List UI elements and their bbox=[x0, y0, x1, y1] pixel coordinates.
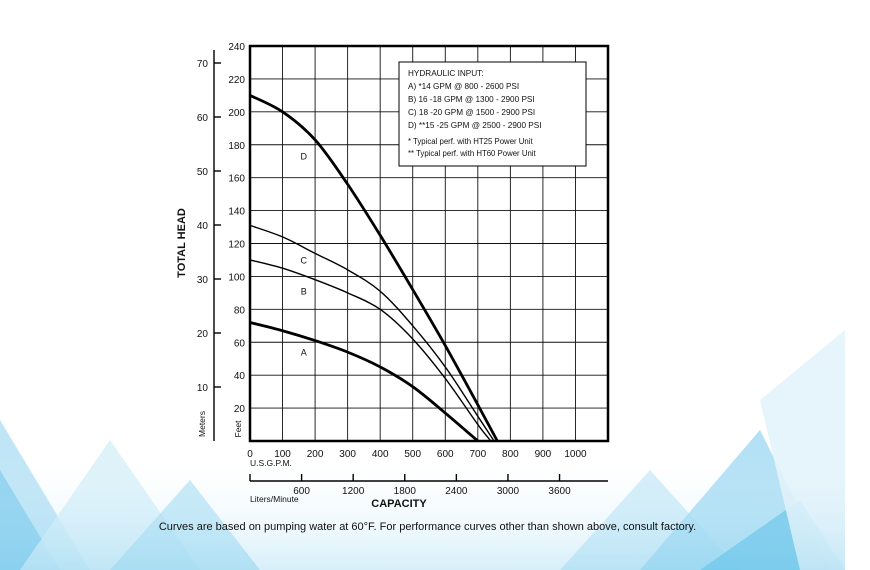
y-tick-label-feet: 40 bbox=[234, 371, 246, 382]
y-axes: 20 40 60 80 100 120 140 160 180 200 220 240 10 20 30 40… bbox=[197, 42, 246, 441]
series-label-a: A bbox=[301, 347, 307, 357]
y-tick-label-feet: 240 bbox=[228, 42, 245, 53]
legend-line-d: D) **15 -25 GPM @ 2500 - 2900 PSI bbox=[408, 121, 541, 130]
y-tick-label-meters: 40 bbox=[197, 221, 209, 232]
y-unit: Feet bbox=[233, 420, 243, 438]
legend-line-b: B) 16 -18 GPM @ 1300 - 2900 PSI bbox=[408, 95, 535, 104]
y-tick-label-meters: 70 bbox=[197, 59, 209, 70]
x-axes: 0 100 200 300 400 500 600 700 800 900 1000 600 1200 1… bbox=[247, 449, 608, 497]
legend-line-c: C) 18 -20 GPM @ 1500 - 2900 PSI bbox=[408, 108, 535, 117]
x-secondary-unit: Liters/Minute bbox=[250, 494, 299, 504]
y-tick-label-feet: 140 bbox=[228, 207, 245, 218]
x-tick-label-gpm: 0 bbox=[247, 449, 253, 460]
series-label-d: D bbox=[300, 152, 307, 162]
curve-b bbox=[249, 259, 492, 442]
x-tick-label-lpm: 1200 bbox=[342, 486, 365, 497]
legend-line-a: A) *14 GPM @ 800 - 2600 PSI bbox=[408, 82, 519, 91]
y-tick-label-meters: 10 bbox=[197, 383, 209, 394]
plot-frame bbox=[248, 44, 610, 443]
series-labels: A B C D bbox=[300, 152, 307, 358]
series-label-b: B bbox=[301, 287, 307, 297]
curve-d bbox=[249, 94, 499, 442]
chart-curves bbox=[249, 94, 499, 443]
x-tick-label-lpm: 600 bbox=[293, 486, 310, 497]
series-label-c: C bbox=[300, 255, 307, 265]
x-axis-title: CAPACITY bbox=[371, 498, 427, 510]
y-tick-label-feet: 60 bbox=[234, 338, 246, 349]
x-tick-label-gpm: 800 bbox=[502, 449, 519, 460]
x-tick-label-gpm: 500 bbox=[404, 449, 421, 460]
curve-a bbox=[249, 321, 479, 443]
x-tick-label-gpm: 100 bbox=[274, 449, 291, 460]
x-tick-label-lpm: 3000 bbox=[497, 486, 520, 497]
x-tick-label-gpm: 700 bbox=[469, 449, 486, 460]
x-tick-label-lpm: 2400 bbox=[445, 486, 468, 497]
y-tick-label-meters: 20 bbox=[197, 329, 209, 340]
x-tick-label-gpm: 300 bbox=[339, 449, 356, 460]
chart-caption: Curves are based on pumping water at 60°… bbox=[158, 521, 697, 533]
legend-title: HYDRAULIC INPUT: bbox=[408, 69, 484, 78]
y-secondary-unit: Meters bbox=[197, 411, 207, 437]
y-tick-label-meters: 30 bbox=[197, 275, 209, 286]
x-tick-label-gpm: 1000 bbox=[564, 449, 587, 460]
y-tick-label-feet: 120 bbox=[228, 240, 245, 251]
x-tick-label-lpm: 1800 bbox=[394, 486, 417, 497]
y-tick-label-feet: 220 bbox=[228, 75, 245, 86]
x-tick-label-lpm: 3600 bbox=[548, 486, 571, 497]
x-unit: U.S.G.P.M. bbox=[250, 458, 292, 468]
x-tick-label-gpm: 200 bbox=[307, 449, 324, 460]
y-tick-label-meters: 50 bbox=[197, 167, 209, 178]
x-tick-label-gpm: 900 bbox=[535, 449, 552, 460]
legend-box: HYDRAULIC INPUT: A) *14 GPM @ 800 - 2600… bbox=[398, 61, 587, 167]
y-tick-label-feet: 180 bbox=[228, 141, 245, 152]
y-tick-label-feet: 100 bbox=[228, 272, 245, 283]
y-axis-title: TOTAL HEAD bbox=[176, 208, 188, 278]
y-tick-label-feet: 200 bbox=[228, 108, 245, 119]
legend-note-1: * Typical perf. with HT25 Power Unit bbox=[408, 137, 533, 146]
y-tick-label-meters: 60 bbox=[197, 113, 209, 124]
legend-note-2: ** Typical perf. with HT60 Power Unit bbox=[408, 149, 537, 158]
x-tick-label-gpm: 600 bbox=[437, 449, 454, 460]
curve-c bbox=[249, 224, 495, 442]
x-tick-label-gpm: 400 bbox=[372, 449, 389, 460]
y-tick-label-feet: 20 bbox=[234, 404, 246, 415]
y-tick-label-feet: 80 bbox=[234, 305, 246, 316]
y-tick-label-feet: 160 bbox=[228, 174, 245, 185]
